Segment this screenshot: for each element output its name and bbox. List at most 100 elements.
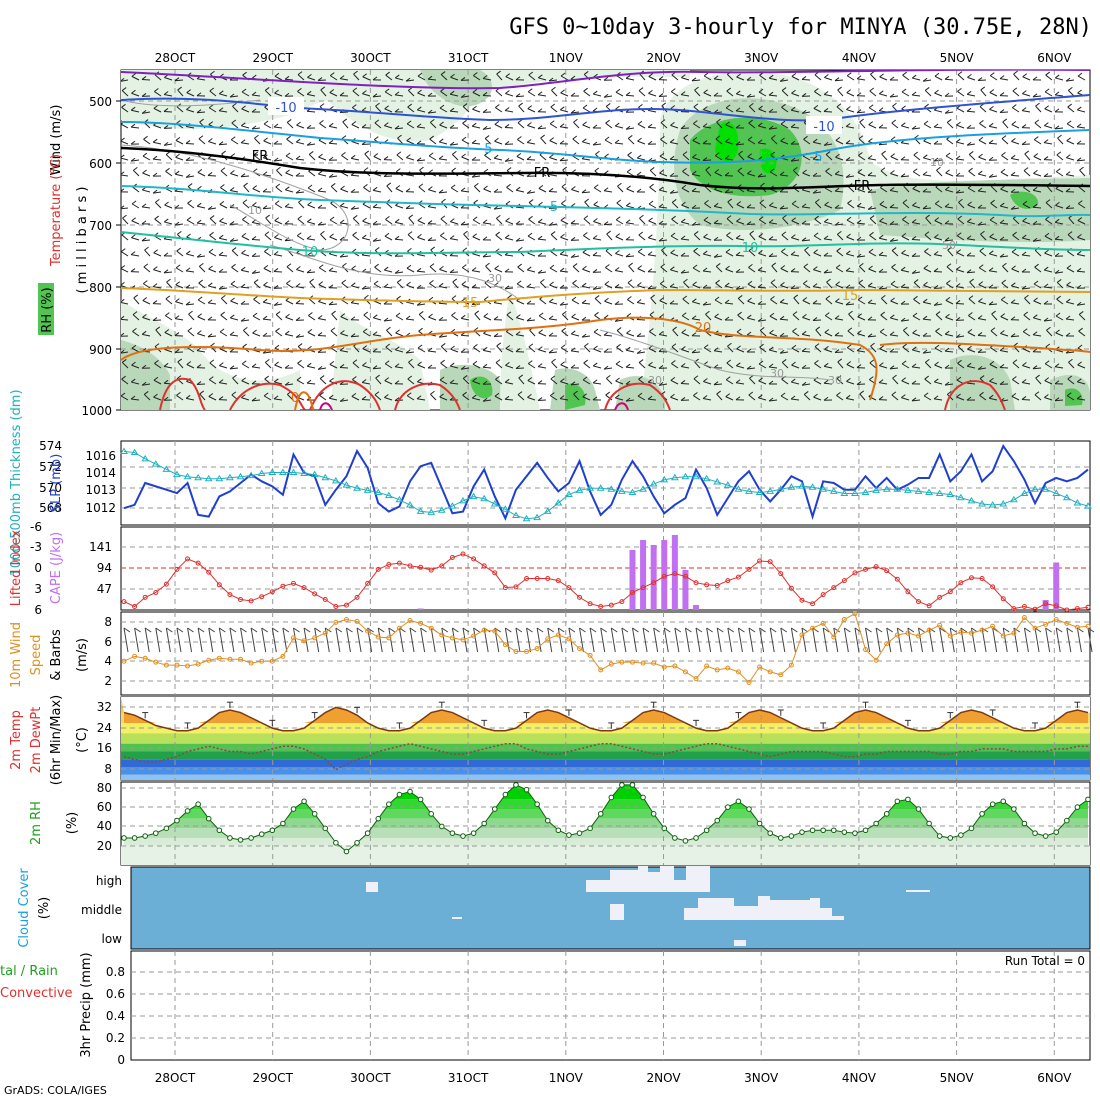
thickness-point xyxy=(384,491,393,499)
upper-ytick-700: 700 xyxy=(89,219,112,233)
wind-barb xyxy=(229,627,235,653)
rh-point xyxy=(417,796,424,803)
li-point xyxy=(206,569,212,575)
thickness-point xyxy=(374,488,383,495)
li-point xyxy=(916,599,922,605)
rh-tick-80: 80 xyxy=(97,781,112,795)
wind-speed-point xyxy=(259,658,265,664)
li-point xyxy=(714,583,720,588)
rh-point xyxy=(301,798,307,805)
thickness-point xyxy=(353,484,361,491)
li-point xyxy=(471,556,477,562)
label-rh10b: 10 xyxy=(930,156,944,169)
wind-barb xyxy=(451,627,457,653)
wind-speed-point xyxy=(598,667,604,673)
li-point xyxy=(428,567,434,573)
wind-label-1: 10m Wind xyxy=(9,622,24,688)
thickness-point xyxy=(670,473,679,481)
wind-barb xyxy=(896,627,902,653)
wind-barb xyxy=(356,627,362,653)
wind-label-3: & Barbs xyxy=(49,629,64,681)
thickness-point xyxy=(681,472,690,480)
contour-neg10-upper xyxy=(121,70,1090,90)
temp-band xyxy=(121,751,1090,760)
wind-speed-point xyxy=(396,625,402,631)
wind-barb xyxy=(949,627,955,653)
li-point xyxy=(651,580,657,586)
wind-barb xyxy=(526,627,532,653)
rh-point xyxy=(640,794,646,801)
wind-barb xyxy=(939,627,945,653)
rh-point xyxy=(936,833,943,839)
temp-tick-32: 32 xyxy=(97,700,112,714)
upper-mb-label: ( m i l l i b a r s ) xyxy=(75,187,90,294)
wind-speed-point xyxy=(757,664,763,670)
rh-point xyxy=(269,827,276,834)
thickness-point xyxy=(935,489,944,496)
temp-band xyxy=(121,767,1090,775)
thickness-point xyxy=(702,474,711,482)
wind-barb xyxy=(271,627,277,653)
thickness-point xyxy=(967,496,976,504)
wind-speed-point xyxy=(1053,616,1059,622)
temp-band xyxy=(121,774,1090,780)
li-point xyxy=(153,590,159,595)
li-tick-6: 6 xyxy=(34,603,42,617)
thickness-point xyxy=(342,481,351,488)
precip-panel: 0.8 0.6 0.4 0.2 0 Run Total = 0 tal / Rain C… xyxy=(0,950,1091,1067)
wind-speed-point xyxy=(841,616,847,622)
cape-tick-141: 141 xyxy=(89,540,112,554)
li-point xyxy=(1074,606,1080,612)
wind-speed-point xyxy=(937,622,943,628)
wind-barb xyxy=(1055,627,1061,653)
li-point xyxy=(290,580,296,586)
label-rh30b: 30 xyxy=(648,374,662,387)
wind-speed-point xyxy=(248,660,254,666)
thickness-point xyxy=(829,487,838,494)
wind-speed-point xyxy=(852,611,858,617)
rh-point xyxy=(205,815,212,822)
li-point xyxy=(566,585,572,591)
wind-barb xyxy=(600,627,606,653)
wind-barb xyxy=(557,627,563,653)
rh-point xyxy=(174,817,180,824)
li-point xyxy=(810,601,816,607)
li-point xyxy=(449,555,455,560)
li-point xyxy=(704,582,710,588)
wind-speed-point xyxy=(714,667,720,673)
rh-point xyxy=(725,804,731,810)
wind-speed-point xyxy=(1074,624,1080,630)
wind-speed-point xyxy=(407,617,413,623)
precip-tick-0: 0 xyxy=(117,1053,125,1067)
thick-tick-568: 568 xyxy=(39,501,62,515)
rh-label-units: (%) xyxy=(65,812,80,835)
li-point xyxy=(629,590,635,595)
rh-point xyxy=(237,837,244,843)
wind-barb xyxy=(176,627,182,653)
upper-ytick-1000: 1000 xyxy=(81,404,112,418)
thickness-point xyxy=(247,471,256,479)
thick-tick-574: 574 xyxy=(39,439,62,453)
wind-barb xyxy=(727,627,733,653)
li-point xyxy=(545,576,551,581)
wind-barb xyxy=(282,627,288,653)
wind-barb xyxy=(865,627,871,653)
rh-point xyxy=(587,825,593,832)
wind-barb xyxy=(907,627,913,653)
precip-tick-0.2: 0.2 xyxy=(106,1031,125,1045)
li-point xyxy=(746,566,752,572)
slp-label: SLP (mb) xyxy=(49,454,64,513)
thickness-point xyxy=(204,474,213,482)
rh-point xyxy=(915,806,922,812)
wind-barb xyxy=(430,627,436,653)
wind-speed-point xyxy=(1043,621,1049,627)
li-point xyxy=(778,571,784,577)
bottom-date-29OCT: 29OCT xyxy=(252,1071,293,1085)
temp-band xyxy=(121,743,1090,752)
cape-bar xyxy=(640,540,647,610)
top-date-30OCT: 30OCT xyxy=(350,51,391,65)
wind-speed-point xyxy=(439,632,445,638)
wind-speed-point xyxy=(990,623,996,629)
li-point xyxy=(1032,606,1038,612)
wind-speed-point xyxy=(471,633,477,639)
